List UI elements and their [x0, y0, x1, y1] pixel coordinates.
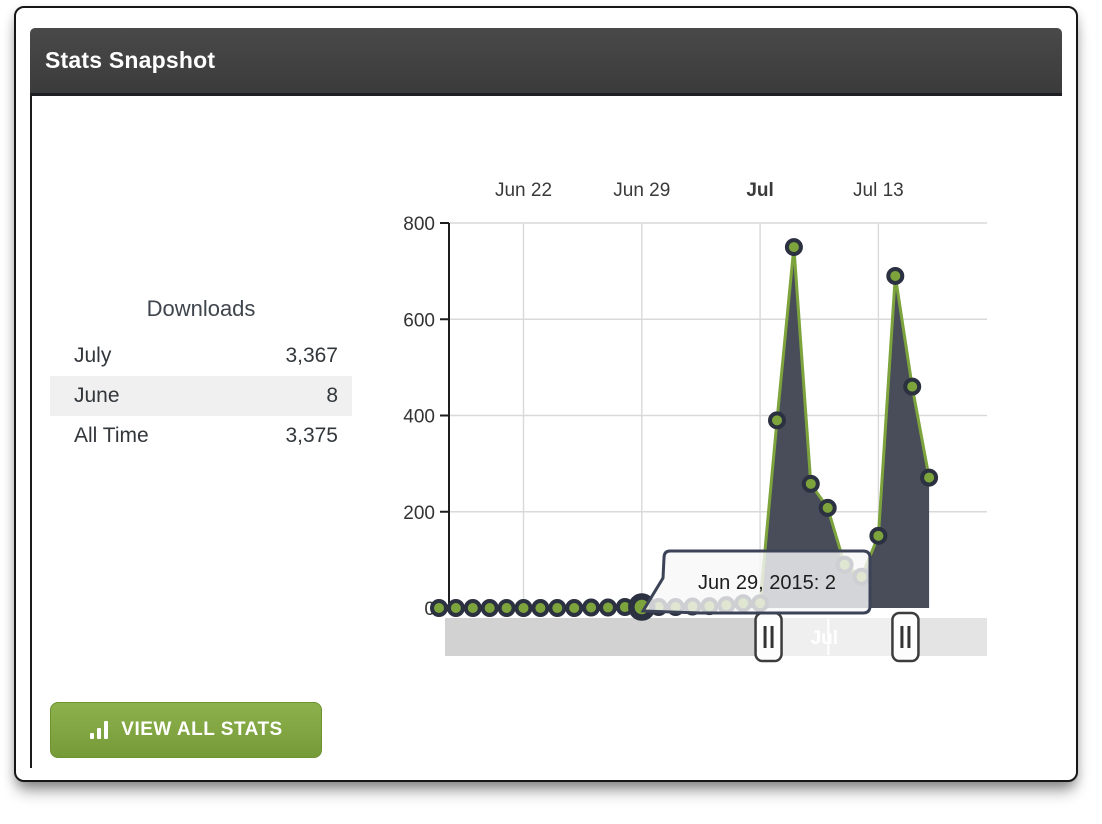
data-point[interactable]: [801, 474, 820, 493]
chart-area-fill: [439, 247, 930, 608]
data-point[interactable]: [548, 599, 567, 617]
downloads-chart: Jun 22 Jun 29 Jul Jul 13 0 200 400 600 800 Jul Jun…: [403, 180, 987, 663]
x-axis-tick-label: Jun 29: [613, 180, 670, 201]
downloads-row-value: 3,367: [285, 344, 338, 367]
slider-handle-left[interactable]: [754, 611, 783, 663]
data-point[interactable]: [497, 599, 516, 617]
x-axis-tick-label: Jul 13: [853, 180, 904, 201]
range-slider-window[interactable]: [768, 618, 906, 656]
downloads-table: July 3,367 June 8 All Time 3,375: [50, 336, 352, 456]
widget-title: Stats Snapshot: [45, 47, 216, 73]
downloads-row: June 8: [50, 376, 352, 416]
data-point[interactable]: [531, 599, 550, 617]
grip-icon: [770, 626, 774, 648]
data-point[interactable]: [463, 599, 482, 617]
data-point[interactable]: [514, 599, 533, 617]
data-point[interactable]: [903, 377, 922, 396]
view-all-stats-label: VIEW ALL STATS: [121, 719, 283, 740]
grip-icon: [907, 626, 911, 648]
view-all-stats-button[interactable]: VIEW ALL STATS: [50, 702, 322, 758]
downloads-row-label: June: [74, 384, 120, 407]
data-point[interactable]: [818, 498, 837, 517]
slider-handle-right[interactable]: [891, 611, 920, 663]
downloads-row-label: All Time: [74, 424, 149, 447]
widget-body: Downloads July 3,367 June 8 All Time 3,3…: [30, 96, 1062, 768]
data-point[interactable]: [869, 526, 888, 545]
y-axis-tick-label: 800: [403, 214, 435, 235]
y-axis-tick-label: 200: [403, 503, 435, 524]
data-point[interactable]: [565, 599, 584, 617]
downloads-row: July 3,367: [50, 336, 352, 376]
y-axis-tick-label: 0: [424, 599, 435, 620]
grip-icon: [763, 626, 767, 648]
y-axis-tick-label: 400: [403, 407, 435, 428]
data-point[interactable]: [480, 599, 499, 617]
downloads-table-title: Downloads: [146, 296, 256, 321]
data-point[interactable]: [784, 238, 803, 257]
x-axis-tick-label: Jul: [746, 180, 773, 201]
downloads-row-label: July: [74, 344, 112, 367]
data-point[interactable]: [430, 599, 448, 617]
downloads-row-value: 3,375: [285, 424, 338, 447]
downloads-row-value: 8: [326, 384, 338, 407]
data-point[interactable]: [599, 598, 617, 617]
slider-month-label: Jul: [811, 628, 838, 649]
x-axis-tick-label: Jun 22: [495, 180, 552, 201]
data-point[interactable]: [920, 468, 939, 487]
chart-tooltip: Jun 29, 2015: 2: [640, 549, 872, 615]
widget-card: Stats Snapshot Downloads July 3,367 June…: [14, 6, 1078, 782]
bar-chart-icon: [90, 721, 109, 739]
widget-header: Stats Snapshot: [30, 28, 1062, 96]
tooltip-text: Jun 29, 2015: 2: [698, 572, 836, 594]
data-point[interactable]: [768, 411, 786, 430]
range-slider-left-region[interactable]: [445, 618, 769, 656]
data-point[interactable]: [886, 266, 905, 285]
chart-area: Jun 22 Jun 29 Jul Jul 13 0 200 400 600 800 Jul Jun…: [392, 165, 997, 670]
y-axis-tick-label: 600: [403, 310, 435, 331]
grip-icon: [900, 626, 904, 648]
data-point[interactable]: [446, 599, 465, 617]
data-point[interactable]: [582, 598, 601, 617]
downloads-row: All Time 3,375: [50, 416, 352, 456]
